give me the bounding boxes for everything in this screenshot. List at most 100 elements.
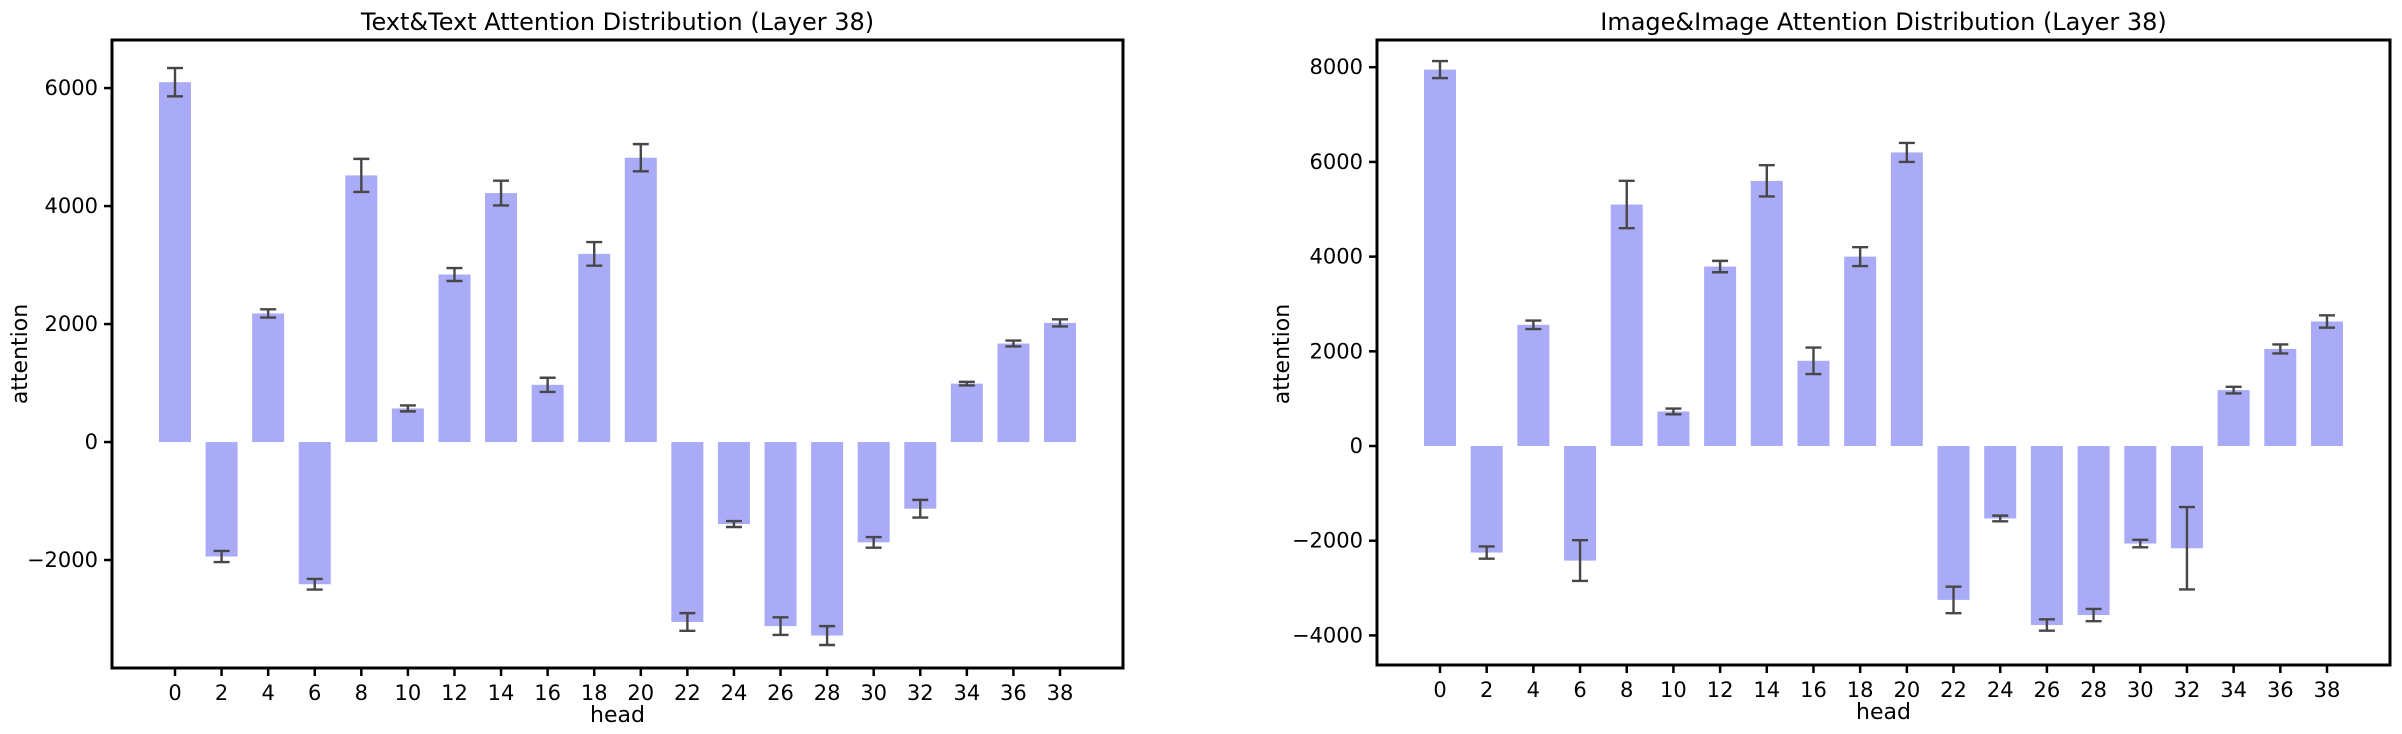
y-tick-label: 6000 <box>45 76 98 100</box>
x-tick-label: 16 <box>534 681 561 705</box>
x-tick-label: 28 <box>814 681 841 705</box>
bar-head-22 <box>1937 446 1970 600</box>
bar-head-22 <box>671 442 704 622</box>
bar-head-4 <box>252 313 285 443</box>
bar-head-14 <box>485 193 518 443</box>
y-axis-label: attention <box>8 304 33 404</box>
bar-head-10 <box>1657 411 1690 447</box>
x-tick-label: 22 <box>674 681 701 705</box>
x-tick-label: 34 <box>953 681 980 705</box>
x-tick-label: 20 <box>627 681 654 705</box>
x-tick-label: 26 <box>767 681 794 705</box>
axes-spines <box>1375 38 2392 667</box>
bar-head-30 <box>2124 446 2157 544</box>
y-tick-label: 0 <box>1350 434 1363 458</box>
y-tick-label: 4000 <box>1310 245 1363 269</box>
bar-head-26 <box>2030 446 2063 625</box>
x-tick-label: 2 <box>215 681 228 705</box>
bar-head-0 <box>1424 69 1456 447</box>
x-tick-label: 38 <box>1047 681 1074 705</box>
x-tick-label: 20 <box>1893 678 1920 702</box>
x-tick-label: 4 <box>1527 678 1540 702</box>
x-tick-label: 22 <box>1940 678 1967 702</box>
bar-head-24 <box>717 442 750 525</box>
bar-head-38 <box>2311 321 2343 447</box>
bar-head-2 <box>1470 446 1503 553</box>
bar-head-28 <box>2077 446 2110 616</box>
x-tick-label: 0 <box>168 681 181 705</box>
x-tick-label: 16 <box>1800 678 1827 702</box>
bar-head-8 <box>1610 204 1643 447</box>
x-tick-label: 10 <box>395 681 422 705</box>
x-tick-label: 24 <box>1987 678 2014 702</box>
x-tick-label: 14 <box>488 681 515 705</box>
x-tick-label: 10 <box>1660 678 1687 702</box>
x-tick-label: 32 <box>907 681 934 705</box>
y-tick-label: −4000 <box>1292 623 1363 647</box>
bar-head-0 <box>159 82 191 443</box>
bar-head-14 <box>1750 180 1783 447</box>
y-tick-label: −2000 <box>27 548 98 572</box>
x-axis-label: head <box>1856 700 1911 725</box>
bar-head-26 <box>764 442 797 627</box>
y-tick-label: 6000 <box>1310 150 1363 174</box>
bar-head-2 <box>205 442 238 557</box>
bar-head-16 <box>531 384 564 443</box>
y-tick-label: 4000 <box>45 194 98 218</box>
x-tick-label: 12 <box>1707 678 1734 702</box>
y-tick-label: 2000 <box>1310 339 1363 363</box>
y-tick-label: 8000 <box>1310 55 1363 79</box>
x-tick-label: 0 <box>1433 678 1446 702</box>
bar-head-36 <box>997 343 1030 443</box>
x-tick-label: 18 <box>1847 678 1874 702</box>
bar-head-8 <box>345 175 378 443</box>
x-tick-label: 18 <box>581 681 608 705</box>
x-tick-label: 36 <box>1000 681 1027 705</box>
bar-head-18 <box>1844 256 1877 447</box>
x-tick-label: 26 <box>2034 678 2061 702</box>
bar-head-38 <box>1044 322 1076 443</box>
x-tick-label: 34 <box>2220 678 2247 702</box>
bar-head-10 <box>391 408 424 443</box>
x-tick-label: 38 <box>2314 678 2341 702</box>
chart-title: Text&Text Attention Distribution (Layer … <box>360 8 874 36</box>
x-tick-label: 36 <box>2267 678 2294 702</box>
x-tick-label: 32 <box>2174 678 2201 702</box>
y-tick-label: 0 <box>85 430 98 454</box>
x-tick-label: 30 <box>2127 678 2154 702</box>
x-tick-label: 28 <box>2080 678 2107 702</box>
axes-spines <box>110 38 1125 670</box>
bar-head-30 <box>857 442 890 543</box>
y-tick-label: −2000 <box>1292 529 1363 553</box>
x-tick-label: 8 <box>1620 678 1633 702</box>
x-tick-label: 6 <box>1573 678 1586 702</box>
chart-title: Image&Image Attention Distribution (Laye… <box>1600 8 2167 36</box>
x-axis-label: head <box>590 703 645 728</box>
bar-head-20 <box>1890 152 1923 447</box>
bar-head-4 <box>1517 324 1550 447</box>
y-tick-label: 2000 <box>45 312 98 336</box>
bar-head-20 <box>624 157 657 443</box>
bar-head-6 <box>298 442 331 585</box>
x-tick-label: 6 <box>308 681 321 705</box>
bar-head-28 <box>811 442 844 636</box>
x-tick-label: 30 <box>860 681 887 705</box>
bar-head-36 <box>2264 348 2297 447</box>
x-tick-label: 24 <box>721 681 748 705</box>
x-tick-label: 8 <box>355 681 368 705</box>
bar-head-12 <box>438 274 471 443</box>
bar-head-12 <box>1704 266 1737 447</box>
x-tick-label: 4 <box>261 681 274 705</box>
bar-head-24 <box>1984 446 2017 519</box>
bar-head-32 <box>904 442 937 509</box>
bar-head-34 <box>2217 390 2250 447</box>
x-tick-label: 12 <box>441 681 468 705</box>
bar-head-34 <box>950 383 983 443</box>
bar-head-18 <box>578 253 611 443</box>
y-axis-label: attention <box>1270 304 1295 404</box>
